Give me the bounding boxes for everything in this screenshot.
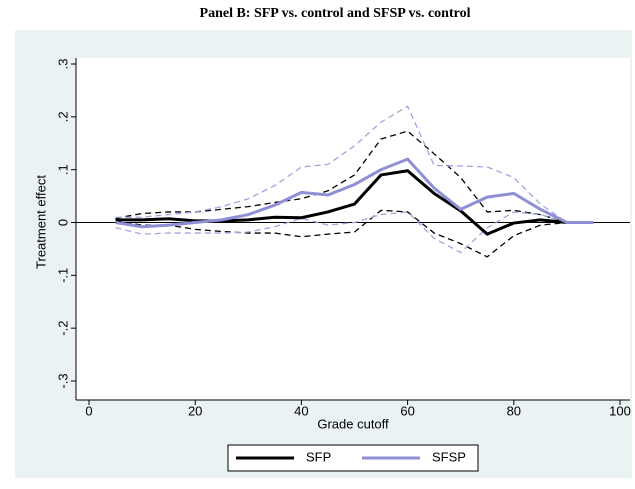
ci-line — [115, 211, 594, 254]
ci-line — [115, 130, 594, 224]
ci-line — [115, 105, 594, 224]
series-line — [115, 169, 594, 236]
y-tick-label: -.3 — [55, 373, 70, 388]
x-tick-label: 20 — [188, 403, 202, 418]
chart-title: Panel B: SFP vs. control and SFSP vs. co… — [200, 6, 471, 21]
x-tick-label: 100 — [609, 403, 631, 418]
y-tick-label: .1 — [55, 164, 70, 175]
x-tick-label: 60 — [400, 403, 414, 418]
y-tick-label: -.2 — [55, 321, 70, 336]
legend-label: SFSP — [432, 449, 466, 464]
x-axis-label: Grade cutoff — [317, 416, 389, 431]
y-axis-label: Treatment effect — [33, 175, 48, 269]
series-line — [115, 157, 594, 229]
y-tick-label: 0 — [55, 219, 70, 226]
x-tick-label: 40 — [294, 403, 308, 418]
x-tick-label: 80 — [507, 403, 521, 418]
y-tick-label: .2 — [55, 111, 70, 122]
plot-area — [76, 58, 630, 400]
legend-label: SFP — [306, 449, 331, 464]
y-tick-label: -.1 — [55, 268, 70, 283]
x-tick-label: 0 — [85, 403, 92, 418]
y-tick-label: .3 — [55, 59, 70, 70]
ci-line — [115, 209, 594, 258]
